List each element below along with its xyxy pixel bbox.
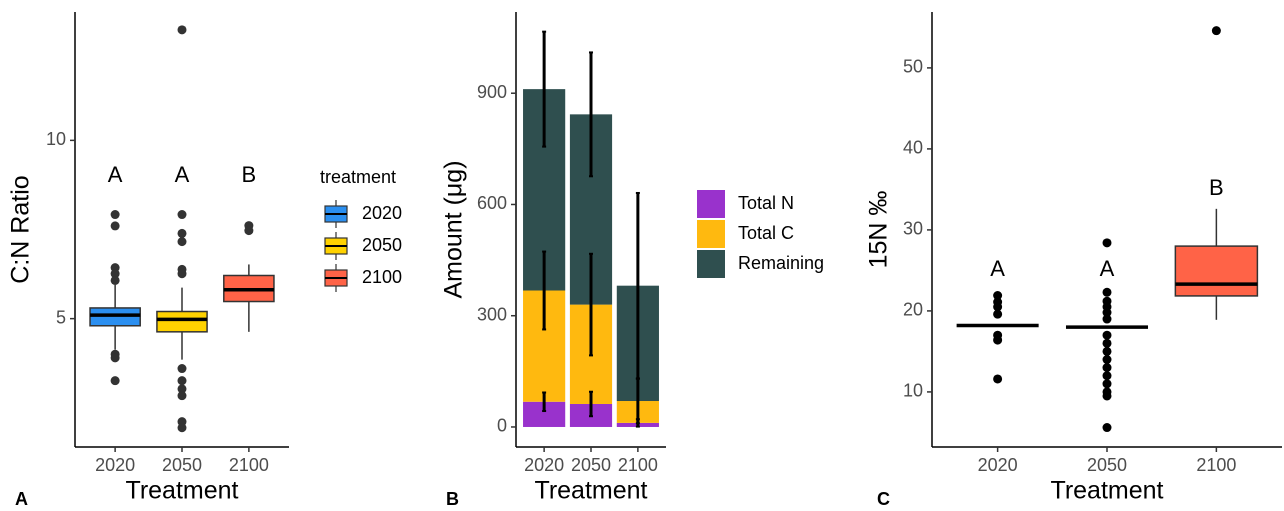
legend-key [697, 220, 725, 248]
outlier [177, 376, 187, 386]
y-axis-title: 15N ‰ [865, 191, 893, 269]
outlier [244, 226, 254, 236]
y-axis-title: Amount (μg) [440, 160, 468, 298]
group-label: B [242, 162, 257, 187]
box [156, 310, 208, 333]
outlier [110, 269, 120, 279]
x-tick-label: 2100 [618, 455, 658, 475]
x-axis-title: Treatment [534, 477, 647, 505]
outlier [993, 302, 1003, 312]
outlier [1102, 391, 1112, 401]
y-tick-label: 600 [477, 193, 507, 213]
outlier [110, 221, 120, 231]
group-label: A [1100, 256, 1115, 281]
outlier [1102, 238, 1112, 248]
x-tick-label: 2020 [524, 455, 564, 475]
x-tick-label: 2020 [95, 455, 135, 475]
outlier [177, 210, 187, 220]
outlier [177, 384, 187, 394]
legend-label: Total N [738, 193, 794, 213]
outlier [110, 210, 120, 220]
outlier [993, 335, 1003, 345]
outlier [177, 364, 187, 374]
group-label: A [175, 162, 190, 187]
y-tick-label: 300 [477, 304, 507, 324]
group-label: A [108, 162, 123, 187]
y-tick-label: 10 [46, 129, 66, 149]
outlier [1102, 338, 1112, 348]
outlier [177, 25, 187, 35]
outlier [1211, 26, 1221, 36]
y-tick-label: 10 [903, 381, 923, 401]
x-tick-label: 2020 [978, 455, 1018, 475]
group-label: B [1209, 175, 1224, 200]
outlier [993, 291, 1003, 301]
outlier [1102, 363, 1112, 373]
y-tick-label: 40 [903, 138, 923, 158]
outlier [177, 237, 187, 247]
legend-label: 2100 [362, 267, 402, 287]
legend-title: treatment [320, 167, 396, 187]
box [89, 307, 141, 327]
outlier [110, 353, 120, 363]
x-tick-label: 2100 [229, 455, 269, 475]
y-axis-title: C:N Ratio [7, 175, 35, 283]
panel-label: B [446, 489, 459, 509]
outlier [177, 269, 187, 279]
panel-label: A [15, 489, 28, 509]
x-tick-label: 2100 [1196, 455, 1236, 475]
outlier [110, 376, 120, 386]
outlier [1102, 330, 1112, 340]
y-tick-label: 0 [497, 416, 507, 436]
outlier [1102, 423, 1112, 433]
group-label: A [990, 256, 1005, 281]
outlier [177, 423, 187, 433]
outlier [993, 374, 1003, 384]
outlier [993, 309, 1003, 319]
y-tick-label: 900 [477, 82, 507, 102]
legend-label: 2020 [362, 203, 402, 223]
y-tick-label: 50 [903, 57, 923, 77]
outlier [1102, 379, 1112, 389]
y-tick-label: 20 [903, 300, 923, 320]
outlier [1102, 346, 1112, 356]
legend-label: 2050 [362, 235, 402, 255]
x-tick-label: 2050 [162, 455, 202, 475]
x-tick-label: 2050 [571, 455, 611, 475]
legend-key [697, 250, 725, 278]
outlier [1102, 314, 1112, 324]
legend-label: Total C [738, 223, 794, 243]
legend-key [697, 190, 725, 218]
x-tick-label: 2050 [1087, 455, 1127, 475]
outlier [1102, 355, 1112, 365]
y-tick-label: 30 [903, 219, 923, 239]
legend-label: Remaining [738, 253, 824, 273]
outlier [110, 275, 120, 285]
outlier [1102, 371, 1112, 381]
y-tick-label: 5 [56, 307, 66, 327]
x-axis-title: Treatment [1050, 477, 1163, 505]
outlier [177, 391, 187, 401]
box [1174, 245, 1259, 297]
x-axis-title: Treatment [125, 477, 238, 505]
panel-label: C [877, 489, 890, 509]
outlier [177, 228, 187, 238]
outlier [1102, 287, 1112, 297]
outlier [1102, 308, 1112, 318]
